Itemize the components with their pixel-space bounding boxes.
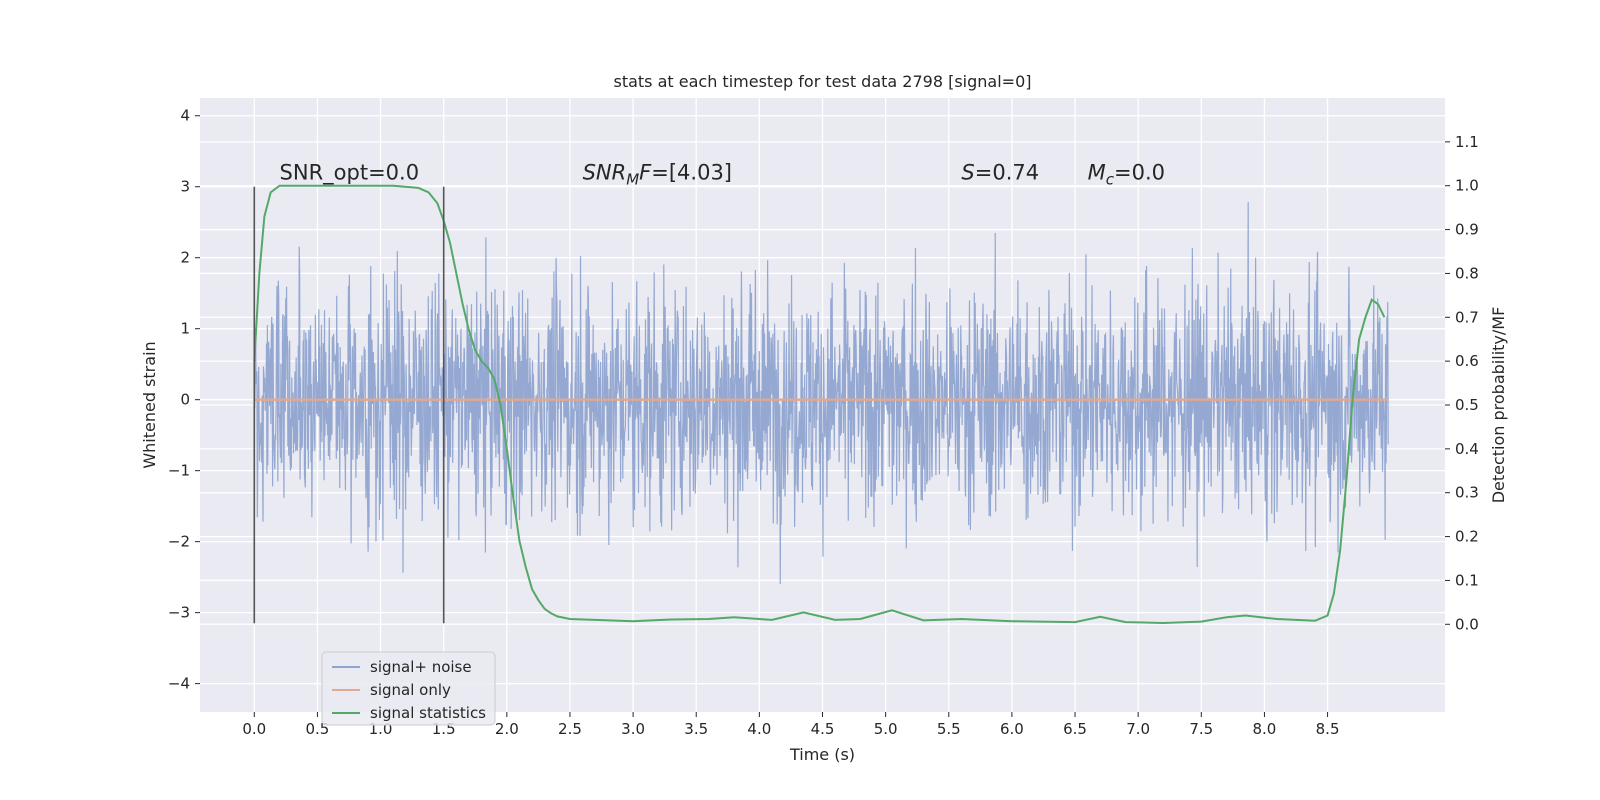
y-tick-label: 4 bbox=[180, 107, 190, 125]
x-tick-label: 2.0 bbox=[495, 720, 519, 738]
y-tick-label: −1 bbox=[168, 462, 190, 480]
legend: signal+ noise signal only signal statistic… bbox=[321, 651, 496, 726]
x-tick-label: 5.5 bbox=[937, 720, 961, 738]
x-tick-label: 3.5 bbox=[684, 720, 708, 738]
legend-label: signal only bbox=[370, 681, 451, 699]
annotation-snr-mf: SNRMF=[4.03] bbox=[583, 161, 732, 189]
y-tick-label: −3 bbox=[168, 604, 190, 622]
y2-tick-label: 0.8 bbox=[1455, 264, 1479, 282]
annotation-mc-value: Mc=0.0 bbox=[1088, 161, 1165, 189]
y-tick-label: 1 bbox=[180, 320, 190, 338]
y2-tick-label: 0.0 bbox=[1455, 615, 1479, 633]
y-axis-label: Whitened strain bbox=[140, 341, 159, 468]
y-tick-label: −4 bbox=[168, 675, 190, 693]
x-axis-label: Time (s) bbox=[789, 745, 855, 764]
legend-label: signal statistics bbox=[370, 704, 486, 722]
x-tick-label: 7.0 bbox=[1126, 720, 1150, 738]
y-tick-label: 0 bbox=[180, 391, 190, 409]
y2-tick-label: 0.7 bbox=[1455, 308, 1479, 326]
annotations: SNR_opt=0.0 SNRMF=[4.03] S=0.74 Mc=0.0 bbox=[280, 161, 1165, 189]
x-tick-label: 0.0 bbox=[242, 720, 266, 738]
y2-tick-label: 0.1 bbox=[1455, 571, 1479, 589]
annotation-s-value: S=0.74 bbox=[961, 161, 1039, 185]
y2-tick-label: 1.0 bbox=[1455, 177, 1479, 195]
x-tick-label: 4.5 bbox=[811, 720, 835, 738]
x-tick-label: 8.0 bbox=[1253, 720, 1277, 738]
y-tick-label: −2 bbox=[168, 533, 190, 551]
axis-ticks: 0.0 0.5 1.0 1.5 2.0 2.5 3.0 3.5 4.0 4.5 5.0 5.5 6.0 6… bbox=[168, 107, 1479, 738]
annotation-snr-opt: SNR_opt=0.0 bbox=[280, 161, 420, 186]
chart-title: stats at each timestep for test data 279… bbox=[613, 72, 1031, 91]
y2-tick-label: 0.9 bbox=[1455, 221, 1479, 239]
x-tick-label: 2.5 bbox=[558, 720, 582, 738]
y2-tick-label: 0.5 bbox=[1455, 396, 1479, 414]
legend-box bbox=[321, 651, 496, 726]
x-tick-label: 3.0 bbox=[621, 720, 645, 738]
x-tick-label: 6.5 bbox=[1063, 720, 1087, 738]
y2-tick-label: 0.6 bbox=[1455, 352, 1479, 370]
y2-tick-label: 0.2 bbox=[1455, 528, 1479, 546]
vertical-markers bbox=[253, 186, 445, 624]
y2-tick-label: 0.4 bbox=[1455, 440, 1479, 458]
y-tick-label: 2 bbox=[180, 249, 190, 267]
x-tick-label: 8.5 bbox=[1316, 720, 1340, 738]
y2-tick-label: 1.1 bbox=[1455, 133, 1479, 151]
x-tick-label: 4.0 bbox=[747, 720, 771, 738]
x-tick-label: 5.0 bbox=[874, 720, 898, 738]
y2-tick-label: 0.3 bbox=[1455, 484, 1479, 502]
x-tick-label: 7.5 bbox=[1189, 720, 1213, 738]
series-line-signal-statistics bbox=[253, 184, 1386, 624]
y2-axis-label: Detection probability/MF bbox=[1489, 307, 1508, 504]
legend-label: signal+ noise bbox=[370, 658, 472, 676]
y-tick-label: 3 bbox=[180, 178, 190, 196]
x-tick-label: 6.0 bbox=[1000, 720, 1024, 738]
